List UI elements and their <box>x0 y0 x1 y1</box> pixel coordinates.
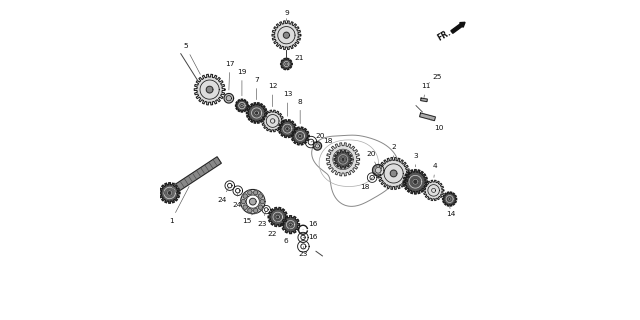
Text: 15: 15 <box>242 214 253 224</box>
Text: 20: 20 <box>367 151 377 168</box>
Text: 9: 9 <box>284 10 289 21</box>
Polygon shape <box>334 150 352 168</box>
Polygon shape <box>250 198 256 205</box>
Text: 4: 4 <box>433 164 438 177</box>
Polygon shape <box>224 93 234 103</box>
Polygon shape <box>255 111 259 115</box>
Text: 1: 1 <box>169 187 189 224</box>
Polygon shape <box>289 223 292 226</box>
Polygon shape <box>246 195 259 208</box>
Polygon shape <box>236 99 248 112</box>
Polygon shape <box>206 86 213 93</box>
Text: 18: 18 <box>317 139 333 146</box>
Text: 24: 24 <box>232 194 241 208</box>
Text: 6: 6 <box>283 227 290 244</box>
Text: 8: 8 <box>298 99 303 124</box>
Text: 18: 18 <box>360 178 372 190</box>
Text: 5: 5 <box>183 44 200 74</box>
Polygon shape <box>248 208 252 213</box>
Text: 10: 10 <box>429 119 444 131</box>
Polygon shape <box>241 104 243 107</box>
Text: 21: 21 <box>289 55 304 63</box>
Polygon shape <box>243 205 248 209</box>
Text: 17: 17 <box>225 61 234 90</box>
Polygon shape <box>159 183 180 203</box>
Polygon shape <box>241 199 246 204</box>
Polygon shape <box>253 208 258 213</box>
Text: 20: 20 <box>311 133 324 142</box>
Text: 22: 22 <box>268 220 277 236</box>
Polygon shape <box>341 157 345 161</box>
Text: FR.: FR. <box>435 28 452 43</box>
Polygon shape <box>420 98 428 102</box>
Text: 7: 7 <box>254 77 259 100</box>
Polygon shape <box>276 215 280 219</box>
Text: 16: 16 <box>303 221 317 230</box>
Polygon shape <box>241 189 265 214</box>
Text: 23: 23 <box>257 212 266 227</box>
Polygon shape <box>164 157 221 198</box>
Polygon shape <box>195 74 225 105</box>
Polygon shape <box>262 110 284 132</box>
Polygon shape <box>326 143 360 176</box>
Text: 16: 16 <box>303 234 317 240</box>
Text: 19: 19 <box>237 69 246 96</box>
Polygon shape <box>246 103 267 123</box>
Polygon shape <box>167 191 172 195</box>
Polygon shape <box>420 113 435 121</box>
Polygon shape <box>243 194 248 198</box>
Polygon shape <box>253 190 258 195</box>
Text: 25: 25 <box>429 74 442 83</box>
Polygon shape <box>284 32 289 38</box>
Text: 23: 23 <box>299 246 308 257</box>
Polygon shape <box>291 127 309 145</box>
Polygon shape <box>280 58 292 70</box>
Polygon shape <box>248 190 252 195</box>
Polygon shape <box>268 207 287 227</box>
Text: 3: 3 <box>413 153 418 167</box>
Polygon shape <box>316 144 319 148</box>
Polygon shape <box>298 134 302 138</box>
Text: 24: 24 <box>217 188 228 203</box>
Polygon shape <box>282 216 300 234</box>
Text: 2: 2 <box>391 144 396 157</box>
Polygon shape <box>372 164 384 176</box>
Polygon shape <box>258 205 262 209</box>
Text: 13: 13 <box>283 92 292 116</box>
Polygon shape <box>285 63 287 65</box>
Polygon shape <box>378 157 410 189</box>
Polygon shape <box>258 194 262 198</box>
Polygon shape <box>314 142 322 150</box>
Polygon shape <box>260 199 264 204</box>
Polygon shape <box>390 170 397 177</box>
Polygon shape <box>272 21 301 50</box>
FancyArrow shape <box>451 22 465 33</box>
Polygon shape <box>448 198 451 200</box>
Polygon shape <box>443 192 457 206</box>
Polygon shape <box>424 180 444 201</box>
Text: 14: 14 <box>447 206 456 217</box>
Polygon shape <box>339 156 347 163</box>
Polygon shape <box>376 167 381 173</box>
Polygon shape <box>413 179 418 184</box>
Polygon shape <box>285 127 289 131</box>
Polygon shape <box>166 183 175 201</box>
Polygon shape <box>403 170 428 194</box>
Text: 12: 12 <box>268 84 277 107</box>
Text: 11: 11 <box>421 84 430 98</box>
Polygon shape <box>278 120 296 138</box>
